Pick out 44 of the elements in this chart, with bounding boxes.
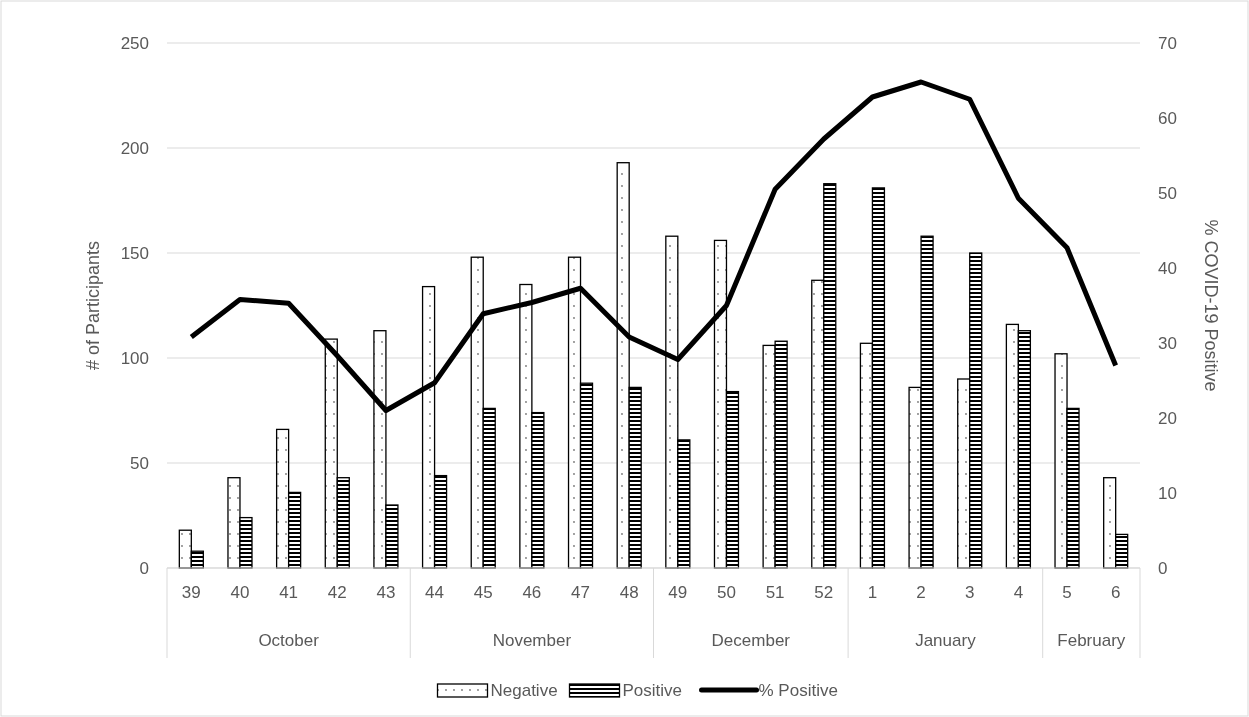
x-tick-label: 51	[765, 583, 785, 602]
y-tick-label: 100	[120, 348, 149, 368]
x-tick-label: 52	[814, 583, 834, 602]
y2-tick-label: 60	[1158, 108, 1177, 128]
y-axis-title: # of Participants	[83, 240, 103, 371]
y2-tick-label: 70	[1158, 33, 1177, 53]
x-tick-label: 49	[668, 583, 688, 602]
x-tick-label: 41	[279, 583, 299, 602]
text: January	[915, 631, 977, 650]
x-tick-label: 44	[425, 583, 445, 602]
x-tick-label: 47	[571, 583, 590, 602]
x-tick-label: 4	[1013, 583, 1024, 602]
y-tick-label: 50	[130, 453, 149, 473]
x-tick-label: 43	[376, 583, 396, 602]
y2-tick-label: 0	[1158, 558, 1168, 578]
x-tick-label: 6	[1110, 583, 1121, 602]
x-tick-label: 46	[522, 583, 542, 602]
y-tick-label: 250	[120, 33, 149, 53]
y-tick-label: 0	[139, 558, 149, 578]
y-tick-label: 150	[120, 243, 149, 263]
y2-tick-label: 40	[1158, 258, 1177, 278]
y-tick-label: 200	[120, 138, 149, 158]
legend-label: % Positive	[758, 680, 838, 700]
text: October	[258, 631, 320, 650]
x-tick-label: 39	[181, 583, 201, 602]
y2-tick-label: 10	[1158, 483, 1177, 503]
text: November	[492, 631, 572, 650]
x-tick-label: 45	[473, 583, 493, 602]
y2-tick-label: 30	[1158, 333, 1177, 353]
legend-label: Negative	[490, 680, 558, 700]
x-tick-label: 5	[1062, 583, 1072, 602]
x-tick-label: 3	[964, 583, 975, 602]
x-tick-label: 42	[327, 583, 347, 602]
text: December	[711, 631, 791, 650]
x-tick-label: 2	[916, 583, 926, 602]
x-tick-label: 48	[619, 583, 639, 602]
y2-tick-label: 50	[1158, 183, 1177, 203]
x-tick-label: 50	[717, 583, 736, 602]
x-tick-label: 1	[867, 583, 878, 602]
legend-label: Positive	[622, 680, 683, 700]
y2-tick-label: 20	[1158, 408, 1177, 428]
text: February	[1057, 631, 1126, 650]
y2-axis-title: % COVID-19 Positive	[1201, 219, 1221, 392]
x-tick-label: 40	[230, 583, 250, 602]
